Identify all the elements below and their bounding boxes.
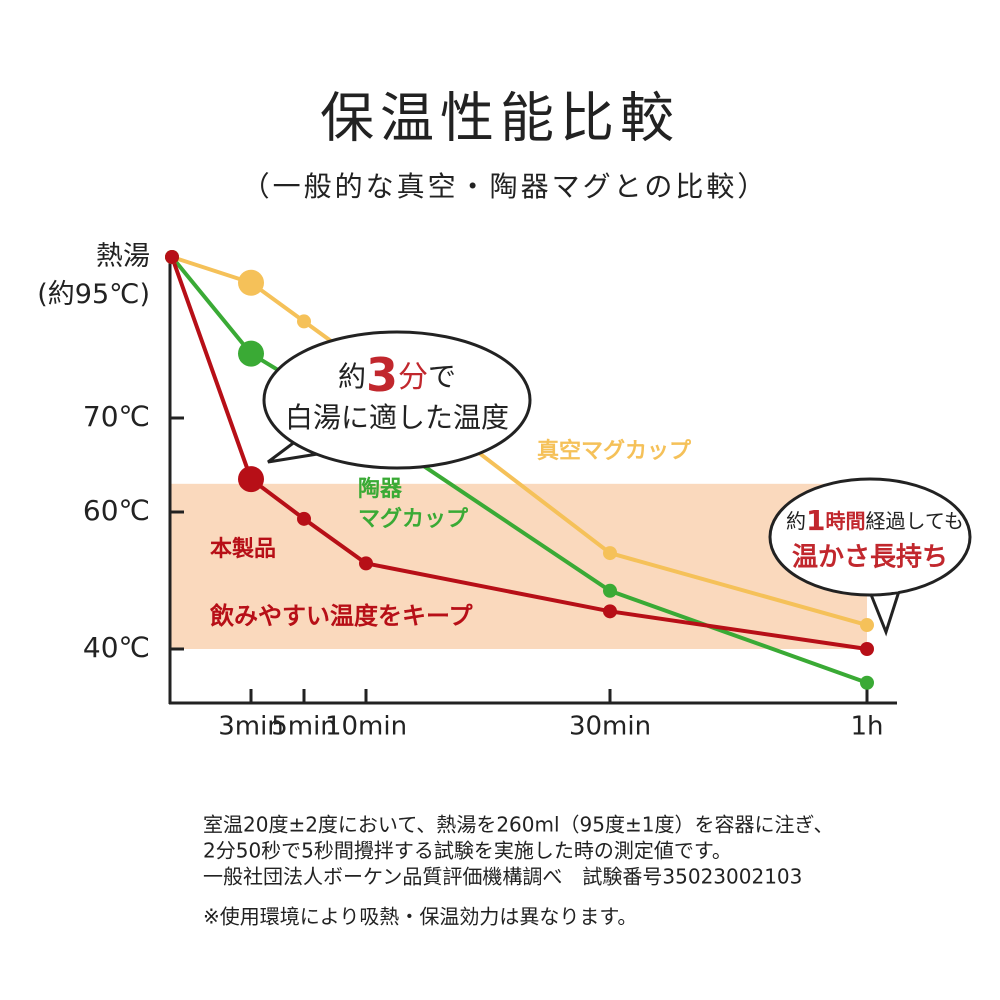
y-tick-label: 60℃ xyxy=(83,494,150,527)
series-label: 陶器 マグカップ xyxy=(358,477,469,532)
x-tick-label: 10min xyxy=(325,712,407,742)
note: 2分50秒で5秒間攪拌する試験を実施した時の測定値です。 xyxy=(203,839,732,863)
band-label: 飲みやすい温度をキープ xyxy=(209,602,474,630)
note: ※使用環境により吸熱・保温効力は異なります。 xyxy=(203,905,637,929)
point xyxy=(238,466,264,493)
chart-subtitle: （一般的な真空・陶器マグとの比較） xyxy=(242,170,769,203)
y-tick-label: 70℃ xyxy=(83,400,150,433)
x-tick-label: 1h xyxy=(850,712,883,742)
comfort-band xyxy=(170,483,867,649)
callout-text: 約3分で xyxy=(338,348,456,402)
callout-bubble xyxy=(262,330,532,470)
point xyxy=(359,556,373,571)
callout-word: で xyxy=(428,360,456,393)
callout-2: 約1時間経過しても 温かさ長持ち xyxy=(768,477,972,637)
x-tick-label: 5min xyxy=(271,712,337,742)
note: 一般社団法人ボーケン品質評価機構調べ 試験番号35023002103 xyxy=(203,865,802,889)
callout-word: 時間 xyxy=(826,509,866,533)
callout-number: 1 xyxy=(806,504,825,537)
callout-text: 温かさ長持ち xyxy=(792,543,948,573)
point xyxy=(297,511,311,526)
series-line xyxy=(170,256,868,651)
callout-bubble xyxy=(768,477,972,597)
callout-1: 約3分で 白湯に適した温度 xyxy=(262,330,532,470)
point xyxy=(860,642,874,656)
point xyxy=(165,250,179,264)
callout-word: 約 xyxy=(338,360,366,393)
x-tick-label: 30min xyxy=(569,712,651,742)
callout-text: 約1時間経過しても xyxy=(786,504,964,537)
y-tick-label: 40℃ xyxy=(83,631,150,664)
callout-text: 白湯に適した温度 xyxy=(285,401,509,434)
callout-word: 分 xyxy=(398,360,428,395)
point xyxy=(238,340,264,367)
series-label: 本製品 xyxy=(210,537,277,562)
point xyxy=(297,314,311,329)
series-label: 真空マグカップ xyxy=(537,439,692,464)
y-tick-label: 熱湯 (約95℃) xyxy=(37,241,150,310)
point xyxy=(603,583,617,598)
x-tick-label: 3min xyxy=(218,712,284,742)
point xyxy=(860,675,874,690)
point xyxy=(238,269,264,296)
point xyxy=(603,546,617,561)
point xyxy=(860,618,874,633)
callout-word: 約 xyxy=(786,509,806,533)
chart-title: 保温性能比較 xyxy=(320,87,680,150)
callout-joint xyxy=(871,586,899,594)
callout-joint xyxy=(301,437,333,455)
callout-number: 3 xyxy=(366,348,398,402)
point xyxy=(603,604,617,619)
callout-word: 経過しても xyxy=(866,509,964,533)
note: 室温20度±2度において、熱湯を260ml（95度±1度）を容器に注ぎ、 xyxy=(203,813,833,837)
